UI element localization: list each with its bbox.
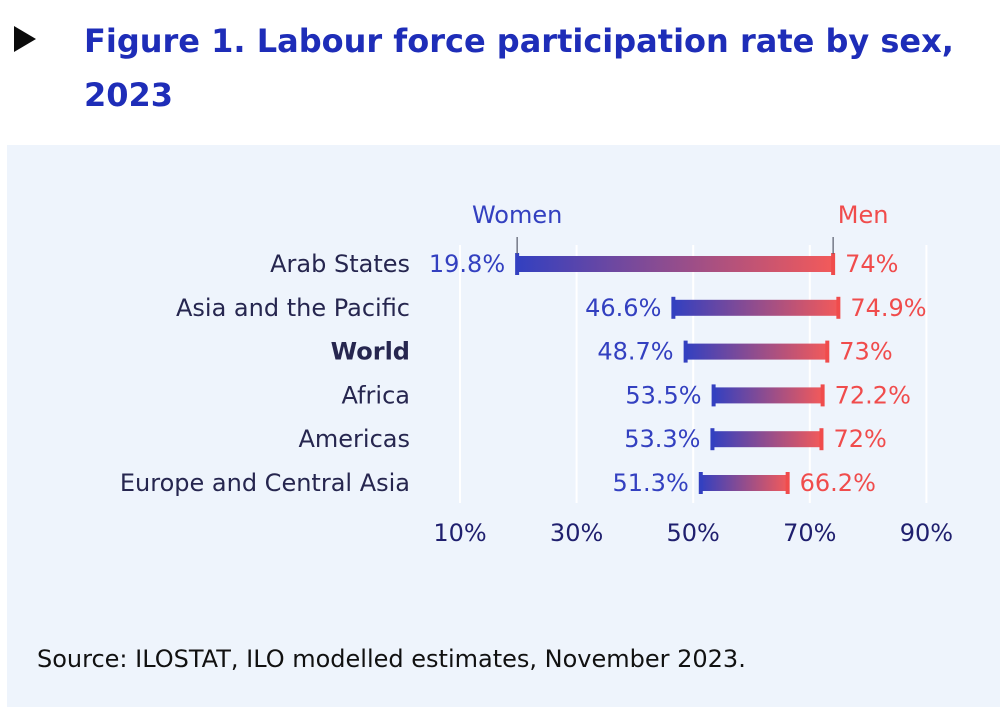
grid-lines xyxy=(459,245,928,503)
range-bar xyxy=(700,475,788,491)
x-tick-label: 30% xyxy=(550,519,603,547)
range-bar xyxy=(517,256,834,272)
women-value-label: 53.3% xyxy=(624,425,700,453)
source-note: Source: ILOSTAT, ILO modelled estimates,… xyxy=(37,645,746,673)
men-value-label: 73% xyxy=(839,338,892,366)
category-label: Arab States xyxy=(270,250,410,278)
men-value-label: 66.2% xyxy=(800,469,876,497)
x-tick-label: 50% xyxy=(667,519,720,547)
women-value-label: 51.3% xyxy=(613,469,689,497)
dumbbell-bars xyxy=(515,253,841,494)
women-value-label: 48.7% xyxy=(597,338,673,366)
category-label: Asia and the Pacific xyxy=(176,294,410,322)
legend-men: Men xyxy=(838,201,889,229)
category-label: Africa xyxy=(342,381,410,409)
women-value-label: 53.5% xyxy=(625,381,701,409)
men-value-label: 74% xyxy=(845,250,898,278)
men-value-label: 74.9% xyxy=(850,294,926,322)
triangle-right-icon[interactable] xyxy=(14,26,36,52)
legend-women: Women xyxy=(472,201,562,229)
range-bar xyxy=(685,343,828,360)
figure-header: Figure 1. Labour force participation rat… xyxy=(0,0,1007,140)
category-label: World xyxy=(331,338,410,366)
range-bar xyxy=(712,431,822,448)
women-value-label: 46.6% xyxy=(585,294,661,322)
x-tick-label: 10% xyxy=(433,519,486,547)
women-value-label: 19.8% xyxy=(429,250,505,278)
range-bar xyxy=(673,299,839,316)
x-tick-label: 90% xyxy=(900,519,953,547)
category-label: Americas xyxy=(298,425,410,453)
category-label: Europe and Central Asia xyxy=(120,469,410,497)
men-value-label: 72.2% xyxy=(835,381,911,409)
chart-panel: 10% 30% 50% 70% 90% Women Men Arab States 19.8% 7… xyxy=(7,145,1000,707)
dumbbell-chart: 10% 30% 50% 70% 90% Women Men Arab States 19.8% 7… xyxy=(120,201,953,547)
range-bar xyxy=(713,387,823,404)
chart-labels: 10% 30% 50% 70% 90% Women Men Arab States 19.8% 7… xyxy=(120,201,953,547)
x-tick-label: 70% xyxy=(783,519,836,547)
men-value-label: 72% xyxy=(833,425,886,453)
figure-title: Figure 1. Labour force participation rat… xyxy=(84,22,954,114)
